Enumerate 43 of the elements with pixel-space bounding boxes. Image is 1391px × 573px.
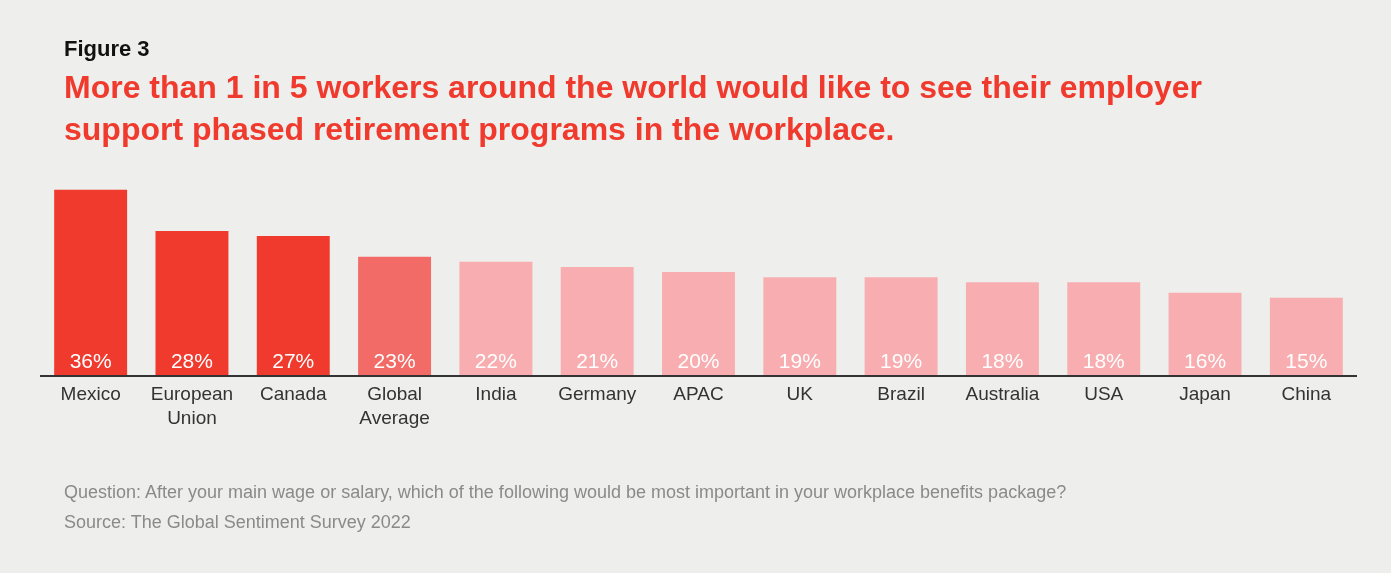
data-label: 28%	[170, 349, 213, 372]
bar	[864, 277, 938, 375]
x-tick-label: Germany	[558, 382, 637, 404]
text: Question: After your main wage or salary, which of the following would be most important in your workplace benefits package?	[64, 482, 1067, 502]
bar	[560, 266, 634, 375]
data-label: 19%	[880, 349, 923, 372]
x-tick-label: China	[1281, 382, 1332, 404]
x-tick-label: Brazil	[877, 382, 925, 404]
chart-subtitle: More than 1 in 5 workers around the world would like to see their employer support phased retirement programs in the workplace.	[64, 69, 1203, 147]
x-tick-label: UK	[786, 382, 814, 404]
data-label: 20%	[677, 349, 720, 372]
data-label: 18%	[1082, 349, 1125, 372]
bar	[1269, 297, 1343, 375]
x-tick-label: Canada	[259, 382, 327, 404]
data-label: 22%	[474, 349, 517, 372]
bar	[459, 261, 533, 375]
x-tick-label: Global Average	[359, 382, 430, 429]
x-tick-label: Japan	[1179, 382, 1231, 404]
data-label: 16%	[1184, 349, 1227, 372]
x-tick-label: India	[475, 382, 517, 404]
bar	[763, 277, 837, 375]
data-label: 21%	[576, 349, 619, 372]
bar	[1067, 282, 1141, 375]
x-tick-label: European Union	[150, 382, 234, 429]
data-label: 15%	[1285, 349, 1328, 372]
data-label: 23%	[373, 349, 416, 372]
x-tick-label: USA	[1084, 382, 1124, 404]
data-label: 36%	[69, 349, 112, 372]
data-label: 27%	[272, 349, 315, 372]
bar	[358, 256, 432, 375]
data-label: 18%	[981, 349, 1024, 372]
data-label: 19%	[778, 349, 821, 372]
x-tick-label: Australia	[965, 382, 1040, 404]
bar	[1168, 292, 1242, 375]
source-note: Source: The Global Sentiment Survey 2022	[64, 512, 411, 532]
x-tick-label: APAC	[673, 382, 724, 404]
chart-title: Figure 3	[64, 36, 150, 61]
bar	[965, 282, 1039, 375]
bar	[256, 236, 330, 375]
bar	[54, 189, 128, 375]
bar	[155, 230, 229, 375]
bar	[662, 272, 735, 375]
x-tick-label: Mexico	[60, 382, 121, 404]
